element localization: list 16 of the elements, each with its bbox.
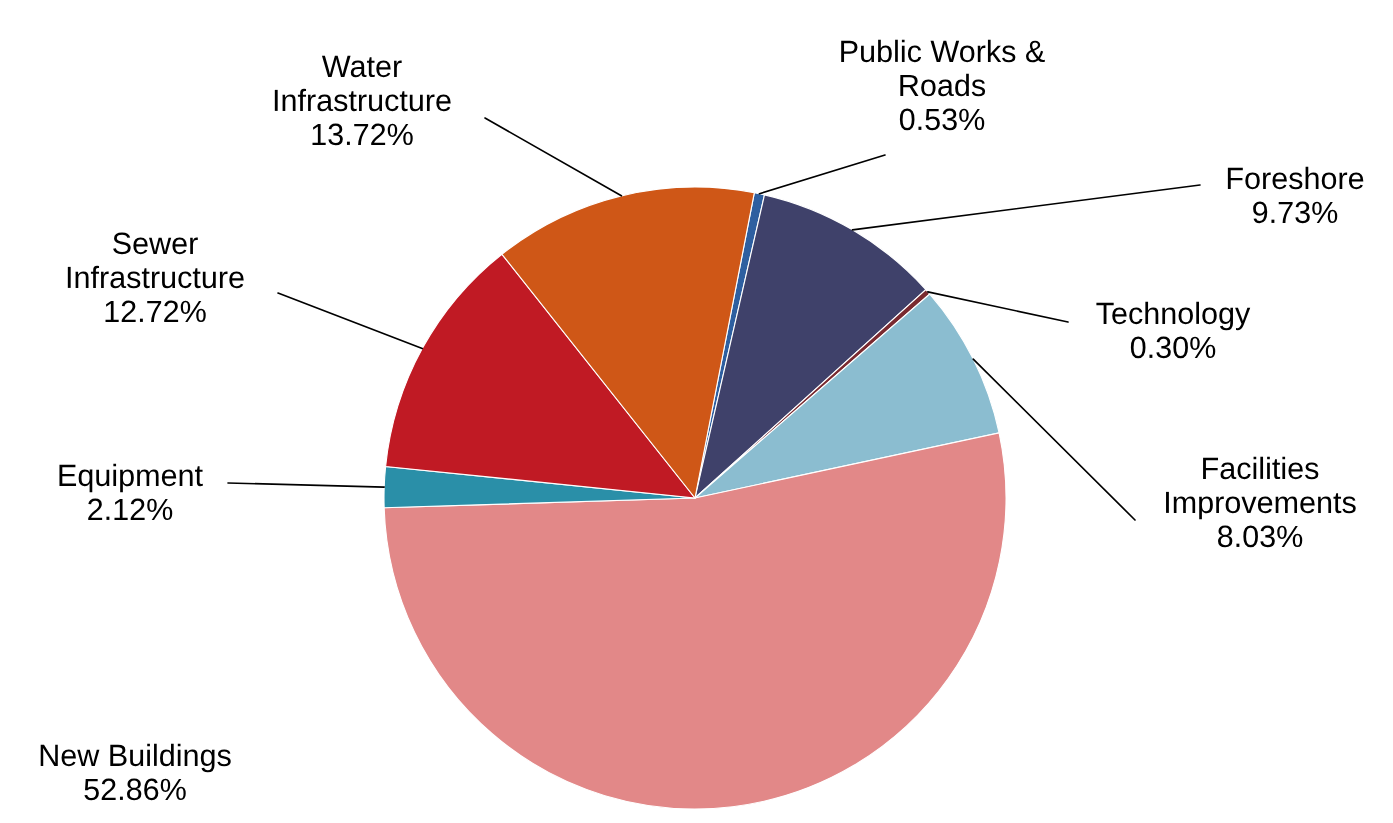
slice-label: Foreshore bbox=[1227, 166, 1364, 190]
data-label: 2.12% bbox=[88, 498, 173, 521]
slice-label: Sewer Infrastructure bbox=[67, 232, 244, 289]
data-label: 52.86% bbox=[84, 778, 186, 801]
slice-label: Equipment bbox=[59, 463, 203, 493]
data-label: 13.72% bbox=[312, 123, 413, 146]
data-label: 12.72% bbox=[105, 300, 206, 323]
data-label: 0.30% bbox=[1130, 336, 1216, 359]
data-label: 8.03% bbox=[1218, 525, 1303, 548]
slice-label: New Buildings bbox=[40, 743, 231, 773]
slice-label: Water Infrastructure bbox=[274, 55, 451, 112]
slice-label: Facilities Improvements bbox=[1166, 456, 1356, 520]
slice-label: Technology bbox=[1096, 301, 1251, 331]
data-label: 0.53% bbox=[899, 108, 985, 131]
slice-label: Public Works & Roads bbox=[841, 39, 1045, 97]
data-label: 9.73% bbox=[1253, 201, 1338, 224]
